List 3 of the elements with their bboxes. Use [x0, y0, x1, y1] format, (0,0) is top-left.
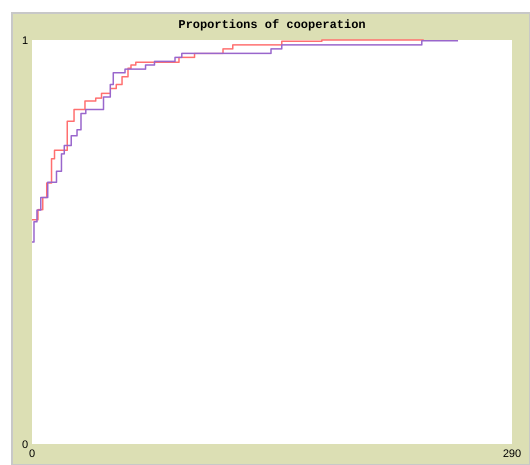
- x-tick-label: 290: [502, 448, 522, 460]
- y-tick-label: 1: [22, 34, 28, 47]
- chart-title: Proportions of cooperation: [178, 18, 366, 32]
